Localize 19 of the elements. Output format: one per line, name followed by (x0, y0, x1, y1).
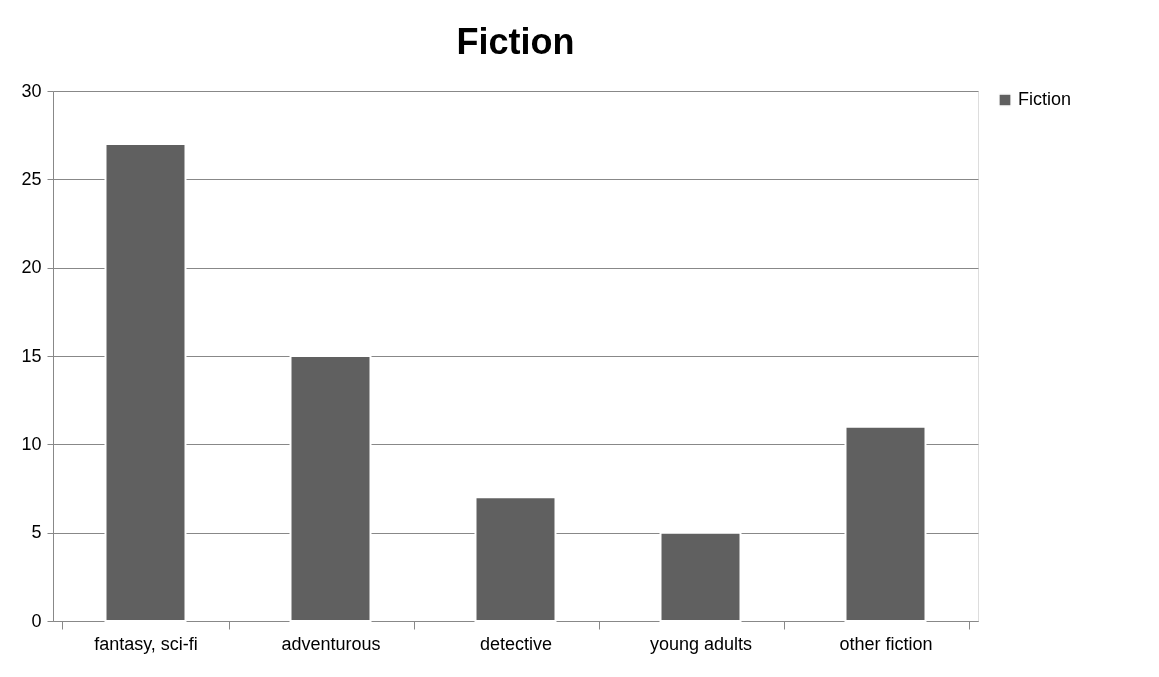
x-tick-label: other fiction (839, 633, 933, 654)
x-tick-label: adventurous (281, 633, 381, 654)
y-tick-label: 10 (21, 433, 42, 454)
y-tick-label: 15 (21, 345, 42, 366)
y-tick-label: 5 (31, 522, 42, 543)
bar (474, 496, 557, 622)
bar (289, 355, 372, 622)
x-tick-label: young adults (649, 633, 753, 654)
bar (659, 531, 742, 622)
y-tick-label: 30 (21, 80, 42, 101)
y-tick-label: 25 (21, 168, 42, 189)
chart-title: Fiction (456, 21, 575, 62)
bar (104, 143, 187, 622)
y-tick-label: 0 (31, 610, 42, 631)
x-tick-label: fantasy, sci-fi (94, 633, 198, 654)
bar (844, 425, 927, 622)
legend-label: Fiction (1018, 89, 1072, 109)
x-tick-label: detective (479, 633, 553, 654)
y-tick-label: 20 (21, 257, 42, 278)
